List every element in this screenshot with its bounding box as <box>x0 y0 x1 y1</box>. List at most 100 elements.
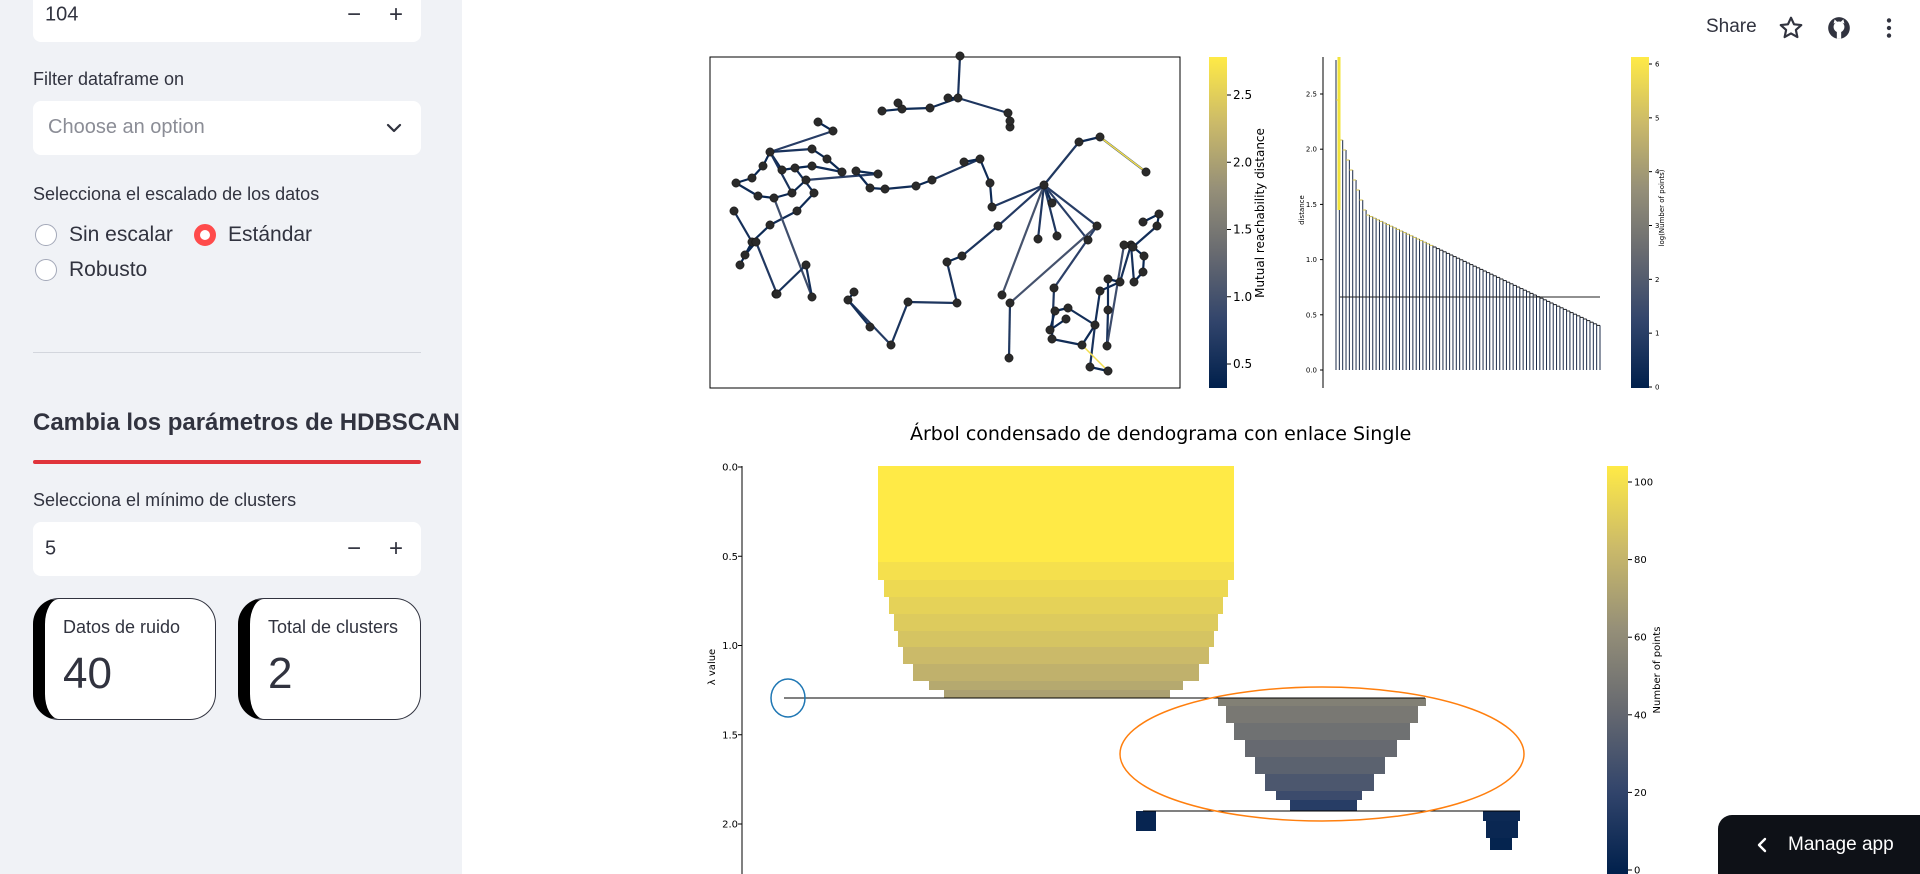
decrement-button[interactable]: − <box>346 535 361 562</box>
condensed-bar <box>1136 811 1156 831</box>
metric-label: Total de clusters <box>268 617 399 637</box>
min-clusters-input[interactable]: 5 − + <box>33 522 421 576</box>
mst-node <box>801 175 811 185</box>
min-clusters-value[interactable]: 5 <box>45 537 57 560</box>
condensed-ylabel: λ value <box>707 649 718 685</box>
chevron-left-icon <box>1757 837 1767 852</box>
condensed-bar <box>1218 698 1426 706</box>
mst-edge <box>769 129 834 154</box>
metric-card-noise: Datos de ruido 40 <box>33 598 216 720</box>
mst-edge <box>1042 184 1059 237</box>
condensed-bar <box>913 664 1199 681</box>
filter-select[interactable]: Choose an option <box>33 101 421 155</box>
mst-node <box>1102 341 1112 351</box>
tick-label: 1 <box>1655 330 1659 338</box>
tick-label: 4 <box>1655 168 1660 176</box>
mst-edge <box>889 301 910 346</box>
mst-node <box>877 106 887 116</box>
dendrogram-colorbar-ticks: 6 5 4 3 2 1 0 <box>1649 60 1660 391</box>
mst-node <box>959 157 969 167</box>
tick-label: 1.0 <box>1233 290 1252 304</box>
mst-node <box>1047 198 1057 208</box>
mst-node <box>777 165 787 175</box>
header-underline <box>33 460 421 464</box>
tick-label: 6 <box>1655 60 1660 68</box>
mst-colorbar: 2.5 2.0 1.5 1.0 0.5 Mutual reachability dist… <box>1209 57 1267 388</box>
mst-node <box>1033 234 1043 244</box>
mst-edge <box>733 210 753 243</box>
mst-edge <box>957 96 1009 115</box>
mst-edge <box>754 241 779 295</box>
mst-node <box>1045 325 1055 335</box>
decrement-button[interactable]: − <box>346 1 361 28</box>
mst-edge <box>956 55 962 99</box>
mst-colorbar-label: Mutual reachability distance <box>1253 128 1267 298</box>
mst-node <box>1092 221 1102 231</box>
mst-edge <box>997 184 1045 227</box>
mst-edge <box>1099 136 1147 173</box>
mst-edge <box>1105 244 1126 347</box>
mst-edge <box>1009 225 1098 304</box>
condensed-y-ticks: 0.0 0.5 1.0 1.5 2.0 <box>722 463 742 831</box>
mst-node <box>843 295 853 305</box>
mst-node <box>943 93 953 103</box>
filter-placeholder: Choose an option <box>48 116 205 138</box>
tick-label: 1.5 <box>722 730 738 741</box>
radio-robusto[interactable]: Robusto <box>35 258 147 282</box>
mst-node <box>987 202 997 212</box>
tick-label: 0.5 <box>1233 357 1252 371</box>
mst-node <box>880 184 890 194</box>
metric-value: 2 <box>268 649 293 698</box>
mst-node <box>751 237 761 247</box>
mst-edge <box>769 147 813 154</box>
mst-node <box>765 220 775 230</box>
mst-node <box>1119 240 1129 250</box>
tick-label: 0 <box>1655 383 1659 391</box>
tick-label: 2 <box>1655 276 1659 284</box>
condensed-bar <box>1234 723 1410 740</box>
increment-button[interactable]: + <box>388 1 403 28</box>
radio-estandar[interactable]: Estándar <box>194 223 312 247</box>
mst-edge <box>1118 244 1133 283</box>
mst-node <box>865 183 875 193</box>
radio-icon[interactable] <box>35 259 57 281</box>
top-number-input[interactable]: 104 − + <box>33 0 421 42</box>
more-vertical-icon[interactable] <box>1876 15 1902 41</box>
share-button[interactable]: Share <box>1706 16 1757 37</box>
metric-label: Datos de ruido <box>63 617 181 637</box>
radio-selected-icon[interactable] <box>194 224 216 246</box>
tick-label: 20 <box>1634 788 1647 799</box>
condensed-bar <box>1276 791 1362 800</box>
condensed-bar <box>898 631 1214 647</box>
mst-node <box>1039 180 1049 190</box>
mst-node <box>1077 340 1087 350</box>
manage-app-button[interactable]: Manage app <box>1718 815 1920 874</box>
github-icon[interactable] <box>1826 15 1852 41</box>
mst-node <box>1115 277 1125 287</box>
radio-icon[interactable] <box>35 224 57 246</box>
mst-edge <box>1081 344 1109 372</box>
metric-card-clusters: Total de clusters 2 <box>238 598 421 720</box>
mst-node <box>1095 286 1105 296</box>
mst-node <box>1047 334 1057 344</box>
mst-node <box>1128 242 1138 252</box>
mst-node <box>997 290 1007 300</box>
dendrogram-ylabel: distance <box>1298 195 1306 225</box>
radio-sin-escalar[interactable]: Sin escalar <box>35 223 173 247</box>
mst-edge <box>804 264 814 298</box>
star-icon[interactable] <box>1778 15 1804 41</box>
mst-node <box>925 103 935 113</box>
mst-node <box>957 251 967 261</box>
mst-node <box>809 188 819 198</box>
top-number-value[interactable]: 104 <box>45 3 79 26</box>
mst-node <box>1095 132 1105 142</box>
increment-button[interactable]: + <box>388 535 403 562</box>
filter-label: Filter dataframe on <box>33 69 185 89</box>
mst-node <box>942 257 952 267</box>
tick-label: 60 <box>1634 633 1647 644</box>
mst-node <box>1138 217 1148 227</box>
mst-node <box>807 292 817 302</box>
mst-node <box>1003 108 1013 118</box>
condensed-bar <box>878 562 1234 580</box>
